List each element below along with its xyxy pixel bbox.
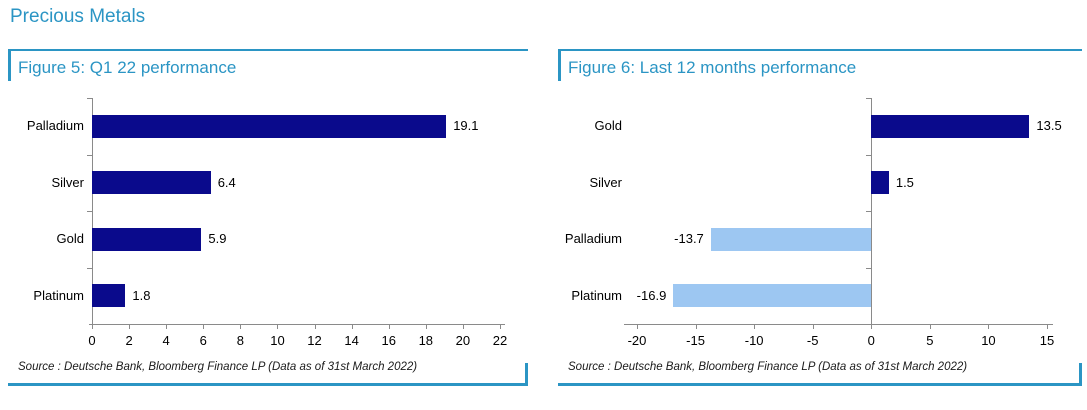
source-note: Source : Deutsche Bank, Bloomberg Financ… bbox=[18, 361, 418, 373]
category-label: Palladium bbox=[26, 118, 84, 134]
x-tick-label: 15 bbox=[1039, 333, 1055, 348]
x-axis-tick bbox=[129, 324, 131, 329]
panel-corner-accent-top-left bbox=[558, 49, 561, 81]
x-axis-tick bbox=[314, 324, 316, 329]
bar bbox=[92, 227, 202, 251]
x-tick-label: 6 bbox=[199, 333, 207, 348]
panel-bottom-border bbox=[558, 383, 1082, 386]
x-axis-tick bbox=[637, 324, 638, 329]
figure6-panel: Figure 6: Last 12 months performance -20… bbox=[558, 49, 1082, 386]
value-label: 1.5 bbox=[895, 174, 914, 190]
y-axis-tick bbox=[87, 154, 92, 156]
x-tick-label: 4 bbox=[162, 333, 170, 348]
value-label: 6.4 bbox=[217, 174, 236, 190]
x-tick-label: 10 bbox=[981, 333, 996, 348]
x-axis-tick bbox=[351, 324, 353, 329]
category-label: Gold bbox=[56, 231, 84, 247]
x-tick-label: 20 bbox=[455, 333, 471, 348]
figure-title: Figure 5: Q1 22 performance bbox=[18, 58, 237, 77]
x-tick-label: 8 bbox=[236, 333, 244, 348]
last-12-months-performance-chart: -20 -15 -10 -5 0 5 10 15 Gold 13.5 Silver 1.5 Pallad… bbox=[558, 49, 1082, 386]
category-label: Platinum bbox=[33, 287, 84, 303]
panel-top-border bbox=[558, 49, 1082, 51]
y-axis-tick bbox=[866, 211, 872, 212]
value-label: 19.1 bbox=[453, 118, 479, 134]
figure-title: Figure 6: Last 12 months performance bbox=[568, 58, 857, 77]
panel-corner-accent-bottom-right bbox=[525, 363, 528, 386]
x-axis-tick bbox=[988, 324, 990, 329]
x-tick-label: 18 bbox=[418, 333, 434, 348]
x-axis-tick bbox=[812, 324, 814, 329]
category-label: Palladium bbox=[564, 231, 622, 247]
x-axis-tick bbox=[1047, 324, 1048, 329]
panel-corner-accent-bottom-right bbox=[1079, 363, 1082, 386]
y-axis-tick bbox=[87, 98, 92, 99]
x-axis-tick bbox=[166, 324, 168, 329]
x-tick-label: 10 bbox=[270, 333, 285, 348]
x-axis-tick bbox=[462, 324, 464, 329]
panel-top-border bbox=[8, 49, 528, 51]
q1-22-performance-chart: 0 2 4 6 8 10 12 14 16 18 20 22 Palladium 19.1 Silver 6.… bbox=[8, 49, 528, 386]
y-axis-tick bbox=[87, 211, 92, 212]
x-axis-line bbox=[89, 324, 505, 325]
x-tick-label: 16 bbox=[381, 333, 396, 348]
x-axis-tick bbox=[388, 324, 390, 329]
value-label: -13.7 bbox=[674, 231, 704, 247]
x-axis-tick bbox=[92, 324, 93, 329]
x-tick-label: -10 bbox=[744, 333, 764, 348]
x-axis-tick bbox=[203, 324, 205, 329]
value-label: 5.9 bbox=[208, 231, 227, 247]
x-tick-label: -15 bbox=[686, 333, 705, 348]
bar bbox=[92, 171, 211, 195]
x-tick-label: 0 bbox=[88, 333, 96, 348]
value-label: -16.9 bbox=[636, 287, 667, 303]
x-axis-tick bbox=[277, 324, 279, 329]
x-tick-label: 0 bbox=[867, 333, 875, 348]
source-note: Source : Deutsche Bank, Bloomberg Financ… bbox=[568, 361, 968, 373]
bar bbox=[871, 171, 889, 195]
x-axis-tick bbox=[500, 324, 501, 329]
category-label: Silver bbox=[51, 174, 84, 190]
x-tick-label: -20 bbox=[627, 333, 647, 348]
y-axis-tick bbox=[866, 98, 872, 99]
page-title: Precious Metals bbox=[10, 6, 146, 27]
x-tick-label: 22 bbox=[492, 333, 508, 348]
x-axis-tick bbox=[425, 324, 427, 329]
x-tick-label: 14 bbox=[344, 333, 359, 348]
x-tick-label: 2 bbox=[125, 333, 133, 348]
category-label: Silver bbox=[589, 174, 622, 190]
bar bbox=[673, 284, 872, 308]
bar bbox=[710, 227, 872, 251]
value-label: 1.8 bbox=[132, 287, 151, 303]
panel-corner-accent-top-left bbox=[8, 49, 11, 81]
y-axis-line bbox=[92, 98, 93, 324]
value-label: 13.5 bbox=[1036, 118, 1062, 134]
y-axis-line bbox=[871, 98, 873, 324]
panel-bottom-border bbox=[8, 383, 528, 386]
bar bbox=[871, 114, 1030, 138]
x-tick-label: 12 bbox=[307, 333, 322, 348]
y-axis-tick bbox=[866, 154, 872, 156]
x-axis-tick bbox=[754, 324, 756, 329]
category-label: Platinum bbox=[571, 287, 622, 303]
bar bbox=[92, 114, 447, 138]
y-axis-tick bbox=[866, 267, 872, 269]
x-axis-tick bbox=[695, 324, 697, 329]
x-axis-tick bbox=[929, 324, 931, 329]
x-tick-label: 5 bbox=[926, 333, 934, 348]
x-axis-tick bbox=[871, 324, 873, 329]
y-axis-tick bbox=[87, 267, 92, 269]
x-axis-line bbox=[624, 324, 1053, 325]
figure5-panel: Figure 5: Q1 22 performance 0 2 4 6 8 10 12 14 1… bbox=[8, 49, 528, 386]
x-tick-label: -5 bbox=[806, 333, 819, 348]
bar bbox=[92, 284, 126, 308]
x-axis-tick bbox=[240, 324, 242, 329]
category-label: Gold bbox=[594, 118, 622, 134]
